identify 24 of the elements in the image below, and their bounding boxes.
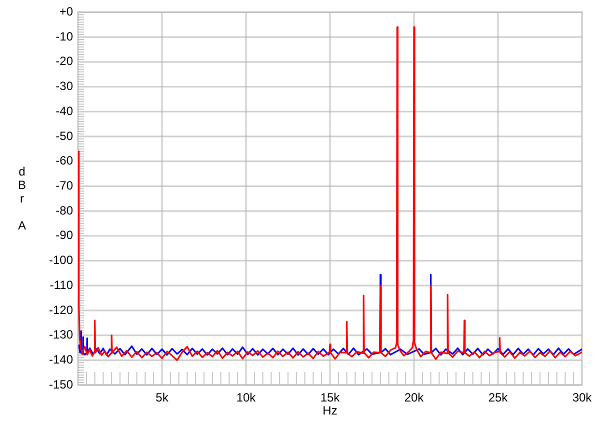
- y-tick-label: -140: [48, 352, 74, 366]
- y-tick-label: -110: [50, 278, 74, 292]
- x-tick-label: 15k: [320, 390, 341, 405]
- x-tick-label: 20k: [404, 390, 425, 405]
- y-tick-label: -70: [56, 178, 74, 192]
- y-tick-label: -80: [56, 203, 74, 218]
- y-tick-label: -10: [56, 29, 74, 44]
- y-tick-label: -120: [48, 302, 74, 317]
- y-tick-label: -40: [56, 104, 74, 118]
- y-tick-label: -20: [56, 54, 74, 68]
- y-tick-label: -100: [48, 253, 74, 268]
- x-tick-label: 5k: [156, 390, 170, 405]
- y-tick-label: -30: [56, 79, 74, 94]
- x-tick-label: 10k: [236, 390, 257, 405]
- y-tick-label: -130: [48, 328, 74, 342]
- x-tick-label: 30k: [572, 390, 593, 405]
- y-tick-label: +0: [59, 4, 74, 19]
- y-tick-label: -60: [56, 154, 74, 168]
- x-axis-title: Hz: [322, 403, 338, 418]
- x-tick-label: 25k: [488, 390, 509, 405]
- y-tick-label: -50: [56, 128, 74, 143]
- y-tick-label: -150: [48, 377, 74, 392]
- y-tick-label: -90: [56, 228, 74, 242]
- y-axis-title: dBr A: [18, 164, 26, 232]
